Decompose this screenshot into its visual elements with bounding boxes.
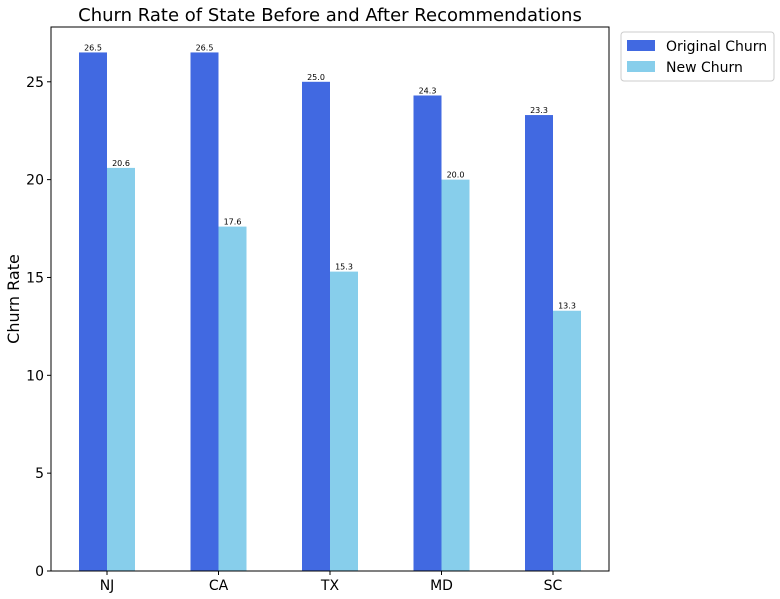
data-label: 20.6 [112,159,130,168]
y-axis-label: Churn Rate [4,254,23,344]
data-label: 13.3 [558,302,576,311]
x-tick-label: SC [544,578,563,594]
bar-new-churn-ca [218,226,247,572]
x-tick-label: NJ [100,578,115,594]
x-tick-label: CA [209,578,229,594]
data-label: 26.5 [196,43,214,52]
legend-swatch [627,61,655,72]
y-tick-label: 25 [26,75,44,91]
y-tick-label: 20 [26,173,44,189]
bar-original-churn-nj [79,52,107,572]
legend-frame [620,31,775,82]
bar-new-churn-nj [107,167,135,571]
bar-original-churn-ca [190,52,219,572]
bar-new-churn-md [441,179,470,571]
data-label: 20.0 [447,171,465,180]
bar-original-churn-md [413,95,442,572]
plot-area: 0 5 10 15 20 25 26.5 20.6 NJ 26.5 17.6 CA 25.0 15.3 TX… [26,43,581,594]
bar-new-churn-sc [553,310,581,571]
y-tick-label: 15 [26,270,44,286]
data-label: 24.3 [419,86,437,95]
bar-original-churn-sc [525,115,553,571]
legend-swatch [627,40,655,51]
y-tick-label: 5 [35,466,44,482]
plot-frame [50,26,610,572]
data-label: 25.0 [307,73,325,82]
legend: Original Churn New Churn [620,31,775,82]
legend-entry: Original Churn [666,39,767,55]
y-tick-label: 10 [26,368,44,384]
x-tick-label: MD [430,578,453,594]
data-label: 26.5 [84,43,102,52]
bar-new-churn-tx [330,271,358,571]
data-label: 15.3 [335,263,353,272]
data-label: 23.3 [530,106,548,115]
bar-original-churn-tx [302,81,330,571]
data-label: 17.6 [224,218,242,227]
x-tick-label: TX [320,578,340,594]
chart-title: Churn Rate of State Before and After Rec… [78,5,582,26]
legend-entry: New Churn [666,60,743,76]
y-tick-label: 0 [35,564,44,580]
